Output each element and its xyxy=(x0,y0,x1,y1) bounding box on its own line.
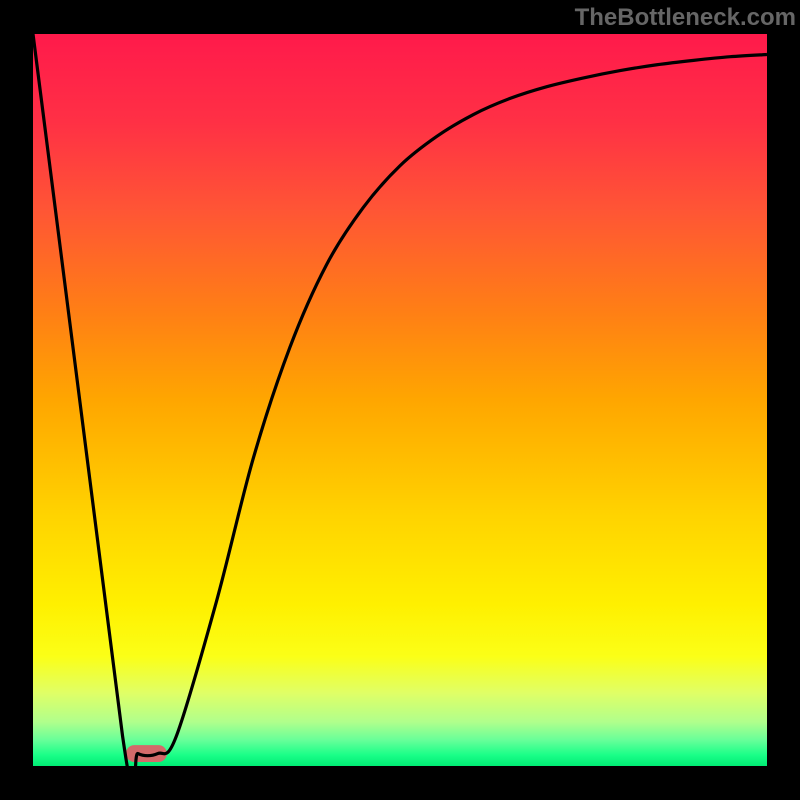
plot-svg xyxy=(33,34,767,766)
plot-area xyxy=(33,34,767,766)
bottleneck-curve xyxy=(33,34,767,794)
chart-container: TheBottleneck.com xyxy=(0,0,800,800)
watermark-text: TheBottleneck.com xyxy=(575,4,796,32)
